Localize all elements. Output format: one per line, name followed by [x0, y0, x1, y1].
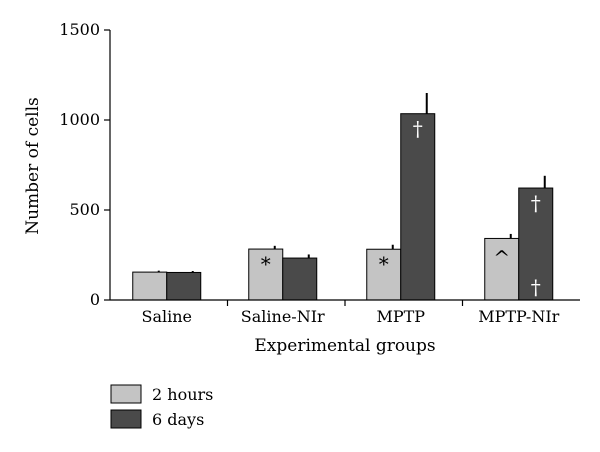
- y-tick-label: 1000: [59, 110, 100, 129]
- legend-swatch: [110, 409, 142, 429]
- annotation-mark: *: [379, 252, 389, 276]
- annotation-mark: *: [261, 252, 271, 276]
- x-tick-label: Saline: [141, 307, 192, 326]
- x-tick-label: MPTP-NIr: [478, 307, 559, 326]
- y-tick-label: 500: [69, 200, 100, 219]
- x-tick-label: MPTP: [376, 307, 425, 326]
- x-axis-title: Experimental groups: [254, 336, 435, 356]
- x-ticks: Saline Saline-NIr MPTP MPTP-NIr: [141, 300, 560, 326]
- annotation-mark: †: [531, 191, 541, 215]
- y-tick-label: 0: [90, 290, 100, 309]
- bar-2-hours-Saline: [132, 271, 168, 301]
- legend-label: 2 hours: [152, 385, 213, 404]
- x-tick-label: Saline-NIr: [241, 307, 325, 326]
- annotation-mark: †: [413, 117, 423, 141]
- legend-swatch: [110, 384, 142, 404]
- bar-6-days-Saline-NIr: [282, 257, 318, 301]
- annotations-layer: * * † ^ † †: [261, 117, 541, 299]
- y-axis-title: Number of cells: [23, 97, 43, 235]
- bar-6-days-Saline: [166, 271, 202, 301]
- legend: 2 hours 6 days: [110, 384, 213, 429]
- bar-6-days-MPTP: [400, 113, 436, 301]
- annotation-mark: †: [531, 275, 541, 299]
- annotation-mark: ^: [493, 245, 510, 269]
- legend-label: 6 days: [152, 410, 204, 429]
- y-ticks: 0 500 1000 1500: [59, 20, 110, 309]
- bars-layer: [132, 93, 554, 301]
- y-tick-label: 1500: [59, 20, 100, 39]
- bar-6-days-MPTP-NIr: [518, 187, 554, 301]
